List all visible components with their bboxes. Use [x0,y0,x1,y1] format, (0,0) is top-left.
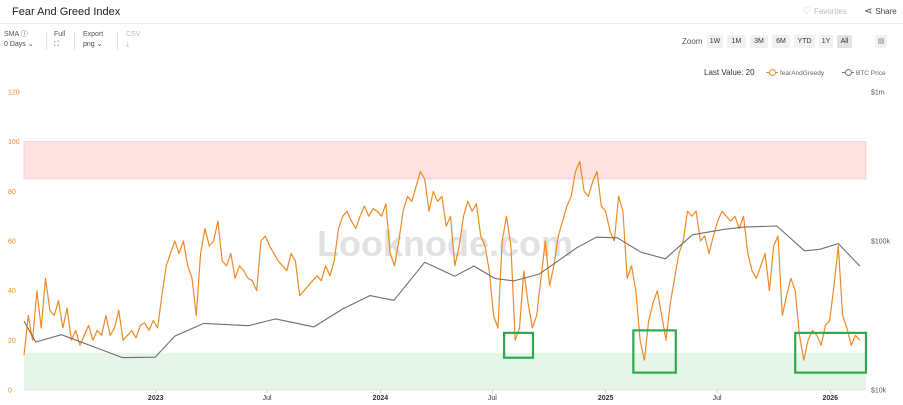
legend-line-swatch-icon [766,69,778,76]
heart-icon: ♡ [802,6,811,17]
y-axis-tick-label: 80 [8,189,16,196]
chart-toolbar: SMA ⓘ 0 Days ⌄ Full ⛶ Export png ⌄ CSV ⤓ [0,30,903,54]
x-axis-tick-label: Jul [713,395,722,402]
page-title: Fear And Greed Index [12,6,121,18]
toolbar-divider [46,32,47,50]
y-axis-tick-label: 0 [8,388,12,395]
legend-line-swatch-icon [842,69,854,76]
csv-label: CSV [126,31,141,38]
x-axis-tick-label: 2026 [823,395,839,402]
zoom-6m-button[interactable]: 6M [772,35,790,48]
y-axis-tick-label: 40 [8,288,16,295]
legend-btc-label: BTC Price [856,70,886,77]
csv-button[interactable]: CSV ⤓ [126,30,140,50]
fullscreen-button[interactable]: Full ⛶ [54,30,65,50]
x-axis-tick-label: Jul [263,395,272,402]
legend-btc[interactable]: BTC Price [842,69,886,77]
chevron-down-icon: ⌄ [96,41,103,48]
chevron-down-icon: ⌄ [27,41,34,48]
zoom-ytd-button[interactable]: YTD [794,35,815,48]
full-label: Full [54,31,66,38]
zoom-1w-button[interactable]: 1W [707,35,723,48]
export-value: png [83,41,95,48]
x-axis-tick-label: 2023 [148,395,164,402]
watermark-text: Looknode.com [317,223,573,264]
greed-zone-band [23,141,867,180]
x-axis-tick-label: 2025 [598,395,614,402]
y-axis-tick-label: 100 [8,139,20,146]
fullscreen-icon: ⛶ [54,41,59,48]
btc-price-series-line [23,225,861,359]
y2-axis-tick-label: $1m [871,90,885,97]
zoom-3m-button[interactable]: 3M [750,35,768,48]
favorites-label: Favorites [813,7,847,16]
toolbar-divider [117,32,118,50]
toolbar-divider [74,32,75,50]
app-header: Fear And Greed Index ♡ Favorites ⋖ Share [0,0,903,24]
y-axis-tick-label: 60 [8,239,16,246]
fear-zone-band [24,352,866,390]
highlight-box [794,331,868,374]
calendar-icon[interactable]: ▤ [875,35,887,48]
export-label: Export [83,31,104,38]
share-button[interactable]: ⋖ Share [864,6,897,17]
highlight-box [632,329,677,374]
zoom-1m-button[interactable]: 1M [727,35,746,48]
x-axis-tick-label: Jul [488,395,497,402]
legend-fear-greed[interactable]: fearAndGreedy [766,69,824,77]
zoom-label: Zoom [682,37,703,46]
share-label: Share [875,7,897,16]
highlight-box [502,331,535,359]
share-icon: ⋖ [864,6,873,17]
x-axis-tick-label: 2024 [373,395,389,402]
last-value: Last Value: 20 [704,68,755,77]
zoom-all-button[interactable]: All [837,35,852,48]
zoom-1y-button[interactable]: 1Y [819,35,833,48]
y2-axis-tick-label: $100k [871,239,891,246]
download-icon: ⤓ [126,41,130,48]
info-icon: ⓘ [20,31,28,38]
sma-value: 0 Days [4,41,26,48]
legend-fear-greed-label: fearAndGreedy [780,70,825,77]
favorites-button[interactable]: ♡ Favorites [802,6,847,17]
sma-control[interactable]: SMA ⓘ 0 Days ⌄ [4,30,34,50]
y-axis-tick-label: 120 [8,90,20,97]
export-control[interactable]: Export png ⌄ [83,30,103,50]
y-axis-tick-label: 20 [8,338,16,345]
sma-label: SMA [4,31,19,38]
y2-axis-tick-label: $10k [871,388,887,395]
fear-greed-series-line [23,160,861,361]
